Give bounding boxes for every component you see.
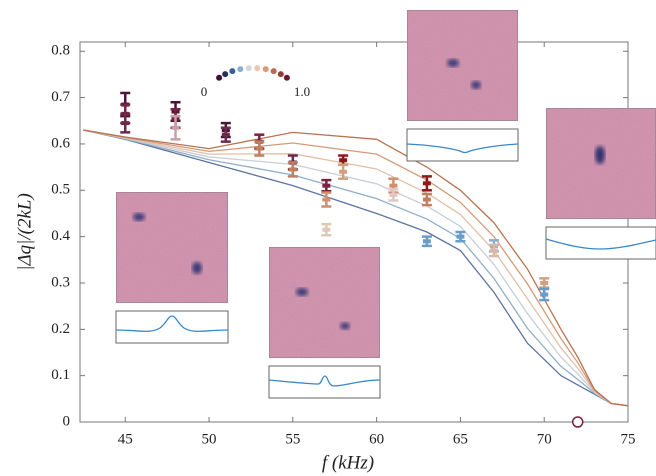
x-axis-label: f (kHz)	[322, 452, 374, 473]
colorbar-dot	[284, 75, 290, 81]
colorbar-dot	[216, 75, 222, 81]
inset-1	[116, 192, 228, 343]
colorbar-dot	[246, 65, 252, 71]
colorbar-dot	[263, 66, 269, 72]
inset-3	[407, 10, 518, 161]
y-tick-label: 0.4	[51, 228, 70, 244]
colorbar-dot	[254, 65, 260, 71]
inset-4	[546, 108, 656, 259]
marker	[573, 417, 583, 427]
spot	[471, 81, 481, 89]
colorbar-dot	[222, 71, 228, 77]
colorbar-dot	[237, 66, 243, 72]
colorbar-dot	[229, 68, 235, 74]
spot	[192, 262, 202, 274]
inset-image	[269, 247, 380, 358]
y-tick-label: 0.2	[51, 321, 70, 337]
colorbar-dot	[278, 71, 284, 77]
error-bar	[539, 289, 549, 300]
error-bar	[321, 180, 331, 191]
inset-2	[269, 247, 380, 398]
error-bar	[539, 278, 549, 287]
x-tick-label: 55	[285, 431, 300, 447]
x-tick-label: 65	[453, 431, 468, 447]
x-tick-label: 70	[537, 431, 552, 447]
colorbar-label: 0	[201, 84, 208, 99]
error-bar	[455, 232, 465, 241]
y-tick-label: 0.8	[51, 43, 70, 59]
x-tick-label: 45	[118, 431, 133, 447]
y-tick-label: 0.6	[51, 135, 70, 151]
x-tick-label: 60	[369, 431, 384, 447]
inset-image	[116, 192, 228, 303]
inset-image	[407, 10, 518, 121]
spot	[447, 59, 459, 67]
y-tick-label: 0.3	[51, 274, 70, 290]
error-bar	[321, 224, 331, 235]
colorbar-dot	[271, 68, 277, 74]
colorbar-label: 1.0	[294, 84, 310, 99]
y-axis-label: |Δq|/(2kL)	[14, 193, 35, 271]
spot	[340, 323, 350, 330]
error-bar	[321, 193, 331, 207]
y-tick-label: 0.1	[51, 367, 70, 383]
error-bar	[422, 237, 432, 246]
y-tick-label: 0	[63, 413, 71, 429]
x-tick-label: 75	[621, 431, 636, 447]
chart: 45 50 55 60 65 70 75 0 0.1 0.2 0.3 0.4 0.5 0.6 0.7 0.8 0…	[0, 0, 656, 476]
spot	[595, 146, 605, 164]
x-tick-label: 50	[202, 431, 217, 447]
spot	[133, 213, 145, 221]
y-tick-label: 0.7	[51, 89, 70, 105]
error-bar	[388, 189, 398, 200]
spot	[296, 288, 308, 296]
y-tick-label: 0.5	[51, 182, 70, 198]
